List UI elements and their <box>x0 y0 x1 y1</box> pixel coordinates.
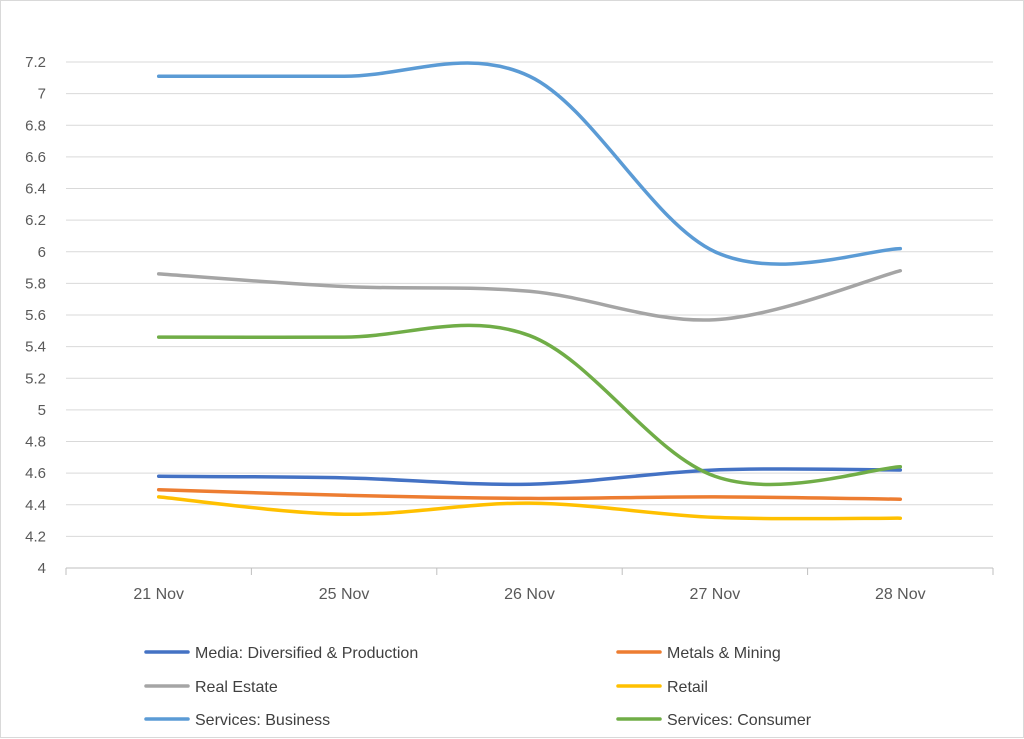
y-tick-label: 6 <box>38 244 46 261</box>
y-tick-label: 5 <box>38 402 46 419</box>
y-tick-label: 6.6 <box>25 149 46 166</box>
y-tick-label: 4.8 <box>25 434 46 451</box>
legend-item-services-business: Services: Business <box>144 712 330 729</box>
x-tick-label: 27 Nov <box>690 586 741 603</box>
legend-item-retail: Retail <box>616 679 708 696</box>
y-tick-label: 5.2 <box>25 370 46 387</box>
y-tick-label: 5.4 <box>25 339 46 356</box>
y-tick-label: 4.2 <box>25 528 46 545</box>
series-line-retail <box>156 495 903 521</box>
y-tick-label: 6.2 <box>25 212 46 229</box>
series-line-metals-mining <box>156 487 903 501</box>
y-tick-label: 4.4 <box>25 497 46 514</box>
legend-label: Retail <box>667 679 708 696</box>
axes <box>65 567 994 575</box>
y-tick-label: 6.4 <box>25 181 46 198</box>
legend-item-real-estate: Real Estate <box>144 679 278 696</box>
legend-item-metals-mining: Metals & Mining <box>616 645 781 662</box>
series-line-real-estate <box>156 268 903 322</box>
y-tick-label: 4.6 <box>25 465 46 482</box>
gridlines <box>66 61 993 537</box>
series-lines <box>156 61 903 521</box>
x-tick-label: 25 Nov <box>319 586 370 603</box>
legend-item-services-consumer: Services: Consumer <box>616 712 812 729</box>
legend-item-media-diversified-production: Media: Diversified & Production <box>144 645 418 662</box>
y-tick-label: 5.6 <box>25 307 46 324</box>
legend-label: Metals & Mining <box>667 645 781 662</box>
y-tick-label: 7 <box>38 86 46 103</box>
x-tick-label: 28 Nov <box>875 586 926 603</box>
series-line-media-diversified-production <box>156 467 903 487</box>
y-tick-label: 7.2 <box>25 54 46 71</box>
legend-label: Services: Consumer <box>667 712 812 729</box>
legend-label: Services: Business <box>195 712 330 729</box>
x-tick-label: 26 Nov <box>504 586 555 603</box>
x-axis-ticks: 21 Nov 25 Nov 26 Nov 27 Nov 28 Nov <box>133 586 925 603</box>
series-line-services-consumer <box>156 323 903 487</box>
y-tick-label: 5.8 <box>25 275 46 292</box>
x-tick-label: 21 Nov <box>133 586 184 603</box>
legend-label: Real Estate <box>195 679 278 696</box>
y-axis-ticks: 4 4.2 4.4 4.6 4.8 5 5.2 5.4 5.6 5.8 6 6.2 6.4 6.6 6.8 7… <box>25 54 46 577</box>
legend-label: Media: Diversified & Production <box>195 645 418 662</box>
y-tick-label: 4 <box>38 560 46 577</box>
y-tick-label: 6.8 <box>25 117 46 134</box>
series-line-services-business <box>156 61 903 266</box>
legend: Media: Diversified & Production Metals & … <box>144 645 812 729</box>
